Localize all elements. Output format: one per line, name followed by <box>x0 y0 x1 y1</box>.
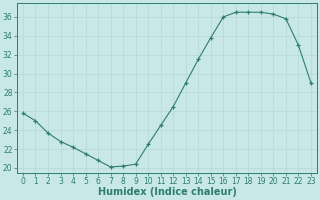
X-axis label: Humidex (Indice chaleur): Humidex (Indice chaleur) <box>98 187 236 197</box>
